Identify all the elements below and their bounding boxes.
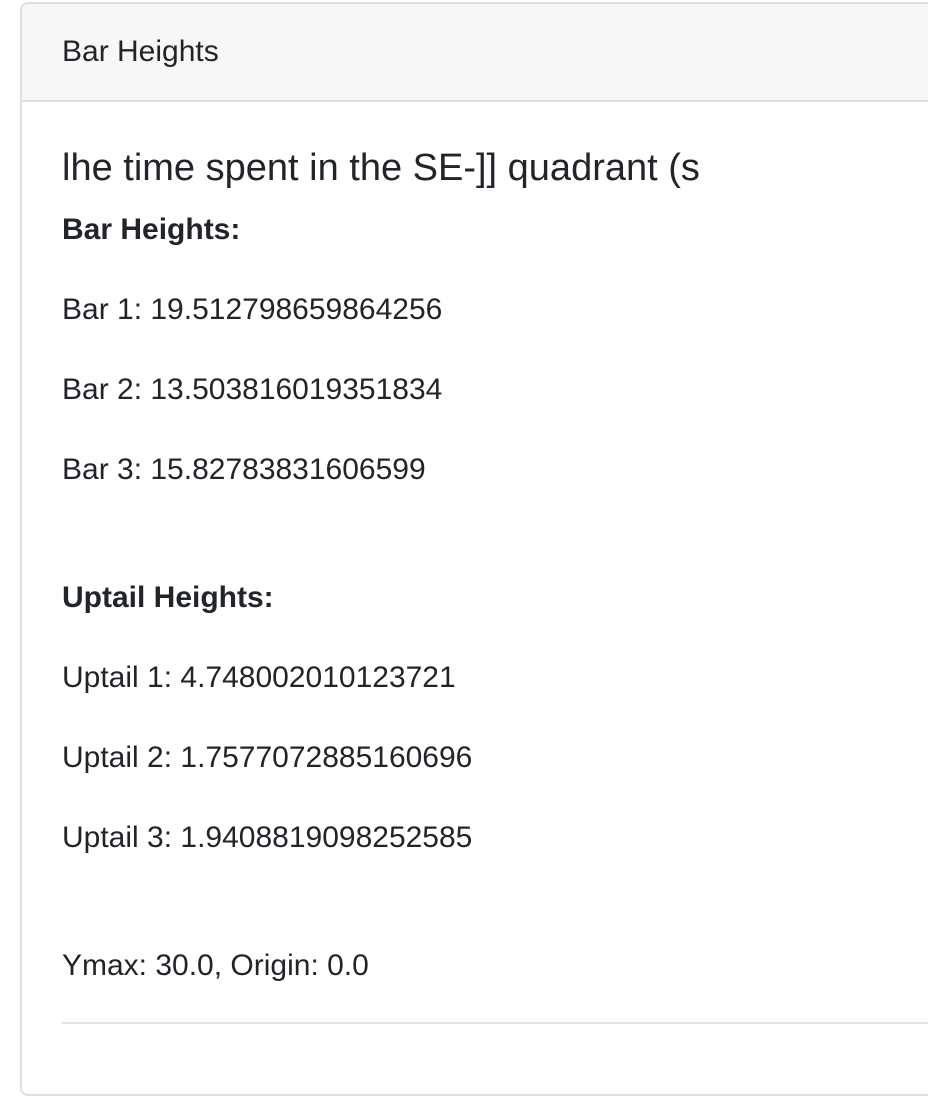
uptail-3-value: Uptail 3: 1.9408819098252585 xyxy=(62,821,473,854)
bar-heights-heading: Bar Heights: xyxy=(62,213,241,246)
uptail-1-value: Uptail 1: 4.748002010123721 xyxy=(62,661,456,694)
divider xyxy=(62,1022,928,1024)
card-header: Bar Heights xyxy=(22,4,928,102)
bar-heights-card: Bar Heights lhe time spent in the SE-]] … xyxy=(20,2,928,1096)
bar-1-value: Bar 1: 19.512798659864256 xyxy=(62,293,443,326)
uptail-2-value: Uptail 2: 1.7577072885160696 xyxy=(62,741,473,774)
bar-2-value: Bar 2: 13.503816019351834 xyxy=(62,373,443,406)
bar-3-value: Bar 3: 15.82783831606599 xyxy=(62,453,426,486)
chart-title: lhe time spent in the SE-]] quadrant (s xyxy=(62,147,700,189)
ymax-origin-text: Ymax: 30.0, Origin: 0.0 xyxy=(62,949,369,982)
uptail-heights-heading: Uptail Heights: xyxy=(62,581,274,614)
